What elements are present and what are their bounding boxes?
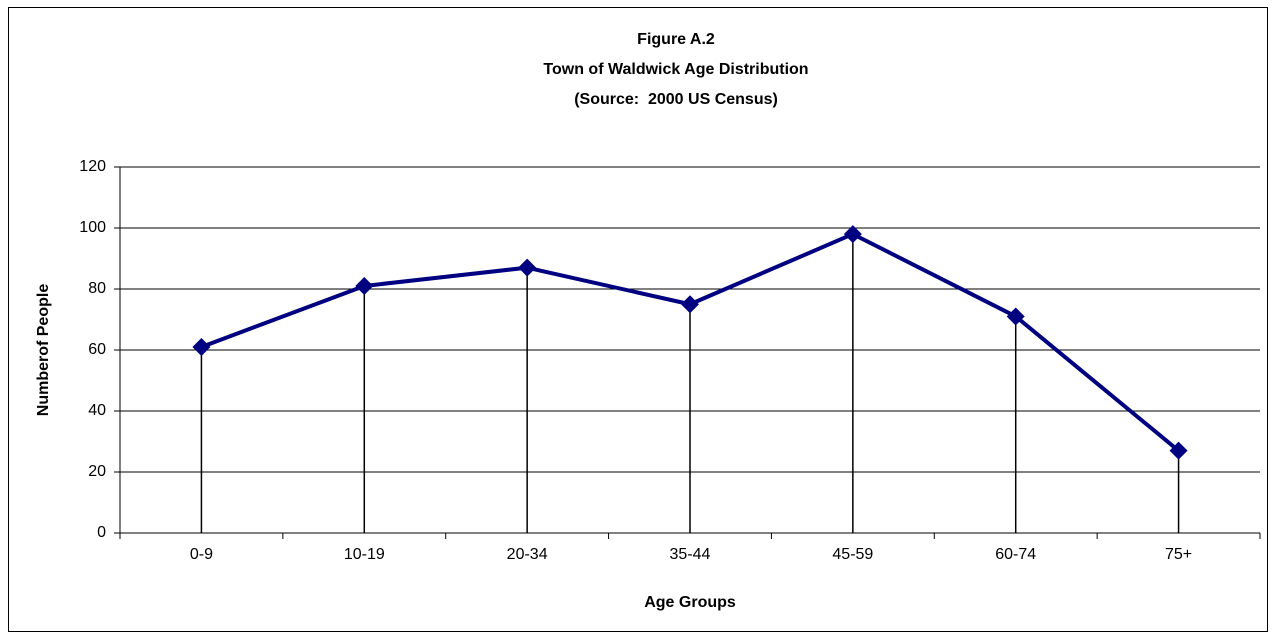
y-tick-label: 20 — [88, 463, 106, 480]
x-tick-label: 0-9 — [190, 546, 213, 563]
marker — [355, 276, 374, 295]
marker — [681, 295, 699, 314]
chart-border — [8, 7, 1268, 632]
x-tick-label: 35-44 — [670, 546, 711, 563]
chart-title: Figure A.2 — [637, 31, 715, 48]
y-tick-label: 40 — [88, 402, 106, 419]
x-tick-label: 45-59 — [832, 546, 873, 563]
chart-title: (Source: 2000 US Census) — [574, 91, 778, 108]
marker — [1006, 307, 1025, 326]
x-tick-label: 75+ — [1165, 546, 1192, 563]
marker — [1169, 441, 1188, 460]
x-tick-label: 20-34 — [507, 546, 548, 563]
y-axis-label: Numberof People — [35, 284, 52, 417]
y-tick-label: 120 — [79, 158, 106, 175]
y-tick-label: 100 — [79, 219, 106, 236]
marker — [843, 225, 862, 244]
x-tick-label: 60-74 — [995, 546, 1036, 563]
chart-title: Town of Waldwick Age Distribution — [543, 61, 808, 78]
marker — [192, 337, 211, 356]
y-tick-label: 80 — [88, 280, 106, 297]
marker — [518, 258, 537, 277]
x-axis-label: Age Groups — [644, 594, 736, 611]
x-tick-label: 10-19 — [344, 546, 385, 563]
y-tick-label: 0 — [97, 524, 106, 541]
y-tick-label: 60 — [88, 341, 106, 358]
